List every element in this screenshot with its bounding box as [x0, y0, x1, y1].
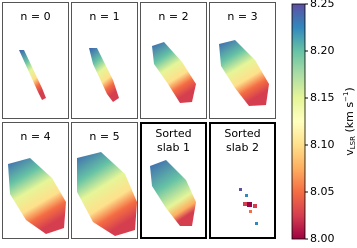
- panel-title: n = 0: [20, 10, 50, 23]
- panel: n = 3: [209, 2, 276, 119]
- velocity-pixel: [247, 202, 252, 207]
- panel-title: n = 1: [89, 10, 119, 23]
- panel-title: Sorted: [224, 127, 260, 140]
- panel-title: n = 3: [227, 10, 257, 23]
- colorbar-tick-label: 8.00: [310, 232, 335, 244]
- panel-frame: [2, 2, 69, 119]
- velocity-map: [89, 48, 119, 102]
- panel: n = 1: [71, 2, 138, 119]
- panel: n = 4: [2, 122, 69, 239]
- velocity-pixel: [253, 204, 257, 208]
- colorbar-label-main: v: [343, 149, 356, 156]
- colorbar-label-sup: −1: [342, 92, 350, 102]
- velocity-pixel: [255, 222, 258, 225]
- panel: n = 2: [140, 2, 207, 119]
- panel-title: Sorted: [155, 127, 191, 140]
- panel-frame: [71, 2, 138, 119]
- panel-title: n = 4: [20, 130, 50, 143]
- colorbar-tick-label: 8.20: [310, 44, 335, 57]
- panel-title: slab 1: [157, 141, 190, 154]
- panel: n = 5: [71, 122, 138, 239]
- panel-frame: [209, 122, 276, 239]
- velocity-pixel: [245, 194, 248, 197]
- colorbar-label-unit: (km s: [343, 102, 356, 136]
- colorbar-tick-label: 8.10: [310, 138, 335, 151]
- colorbar-label-sub: LSR: [349, 136, 357, 149]
- colorbar: [291, 3, 306, 240]
- velocity-pixel: [243, 202, 247, 206]
- panel: n = 0: [2, 2, 69, 119]
- colorbar-tick-label: 8.15: [310, 91, 335, 104]
- colorbar-tick-label: 8.25: [310, 0, 335, 10]
- panel-title: n = 2: [158, 10, 188, 23]
- velocity-map: [77, 152, 137, 236]
- panel-title: slab 2: [226, 141, 259, 154]
- velocity-map: [8, 158, 66, 234]
- panel-title: n = 5: [89, 130, 119, 143]
- velocity-pixel: [249, 210, 252, 213]
- colorbar-tick-label: 8.05: [310, 185, 335, 198]
- velocity-map: [219, 40, 269, 106]
- velocity-map: [150, 160, 196, 226]
- velocity-map: [19, 50, 46, 100]
- colorbar-label: vLSR (km s−1): [342, 87, 357, 155]
- colorbar-label-close: ): [343, 87, 356, 91]
- velocity-pixel: [239, 188, 242, 191]
- velocity-map: [152, 42, 196, 103]
